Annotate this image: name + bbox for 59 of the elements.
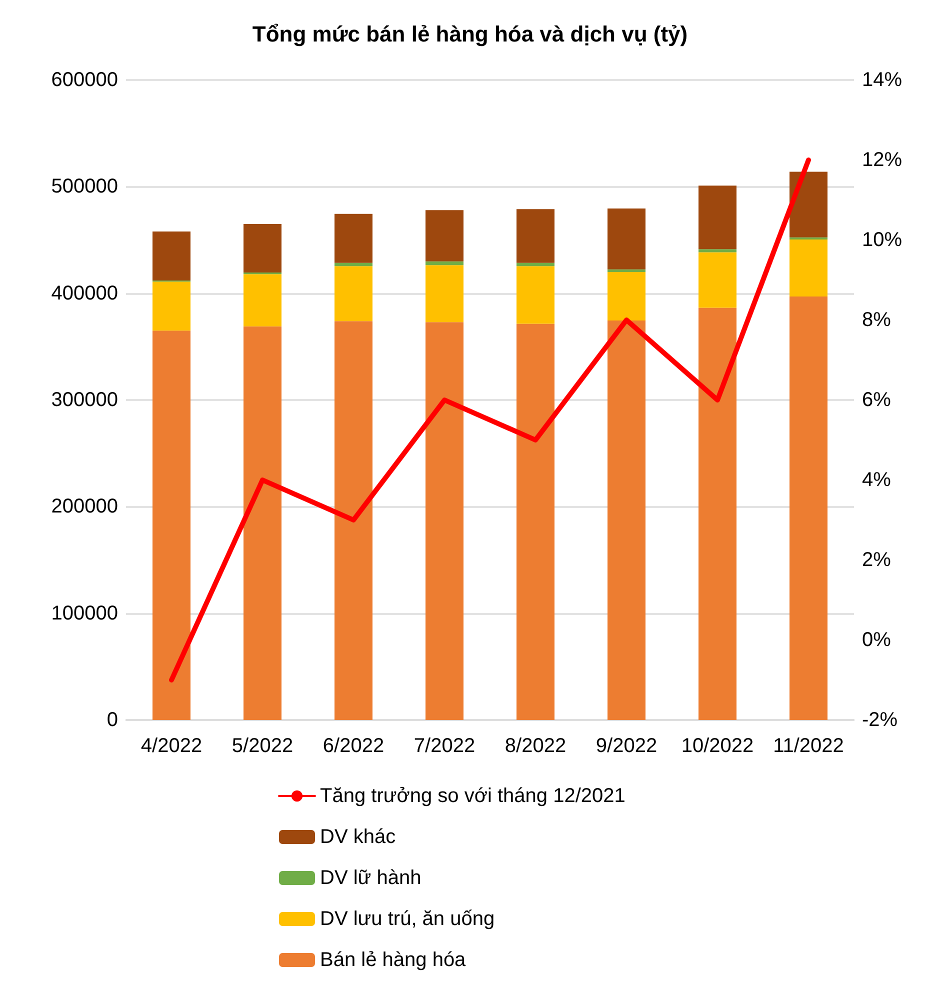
bar [152, 330, 190, 720]
bar [608, 320, 646, 720]
x-tick-label: 6/2022 [322, 735, 384, 757]
bar [608, 208, 646, 270]
y-tick-label: 200000 [51, 496, 118, 518]
bar [426, 265, 464, 322]
bar [790, 296, 828, 720]
bar [790, 239, 828, 297]
bar [790, 172, 828, 238]
legend-label: DV lưu trú, ăn uống [320, 908, 495, 930]
bar [516, 262, 554, 266]
bar [334, 266, 372, 322]
y2-tick-label: 8% [862, 309, 892, 331]
x-tick-label: 4/2022 [140, 735, 202, 757]
y-tick-label: 400000 [51, 282, 118, 304]
bar [152, 282, 190, 331]
bar [152, 231, 190, 281]
bar [516, 209, 554, 263]
y-tick-label: 0 [106, 709, 118, 731]
bar [334, 214, 372, 263]
bar [244, 326, 282, 720]
bar [698, 249, 736, 252]
bar [426, 210, 464, 262]
bar [516, 324, 554, 720]
bar [426, 322, 464, 720]
bar [244, 274, 282, 326]
legend-label: DV khác [320, 826, 396, 848]
x-tick-label: 7/2022 [414, 735, 476, 757]
y2-tick-label: 4% [862, 469, 892, 491]
y2-tick-label: -2% [862, 709, 898, 731]
bar [698, 252, 736, 308]
x-tick-label: 11/2022 [773, 735, 844, 757]
x-tick-label: 8/2022 [504, 735, 566, 757]
y-tick-label: 600000 [51, 69, 118, 91]
bar [608, 272, 646, 321]
x-tick-label: 10/2022 [681, 735, 754, 757]
y2-tick-label: 12% [862, 149, 902, 171]
bar [334, 321, 372, 720]
y2-tick-label: 2% [862, 549, 892, 571]
bar [334, 262, 372, 266]
legend-label: Tăng trưởng so với tháng 12/2021 [320, 785, 626, 807]
bar [426, 261, 464, 266]
y-tick-label: 100000 [51, 602, 118, 624]
y2-tick-label: 14% [862, 69, 902, 91]
y2-tick-label: 0% [862, 629, 892, 651]
legend-label: Bán lẻ hàng hóa [320, 949, 467, 971]
y2-tick-label: 6% [862, 389, 892, 411]
chart-title: Tổng mức bán lẻ hàng hóa và dịch vụ (tỷ) [252, 22, 688, 46]
legend-label: DV lữ hành [320, 867, 422, 889]
bar [698, 186, 736, 250]
x-tick-label: 5/2022 [232, 735, 294, 757]
bar [244, 224, 282, 273]
y2-tick-label: 10% [862, 229, 902, 251]
x-tick-label: 9/2022 [596, 735, 658, 757]
bar [516, 266, 554, 324]
y-tick-label: 300000 [51, 389, 118, 411]
y-tick-label: 500000 [51, 176, 118, 198]
bar [698, 308, 736, 720]
bar [608, 269, 646, 272]
